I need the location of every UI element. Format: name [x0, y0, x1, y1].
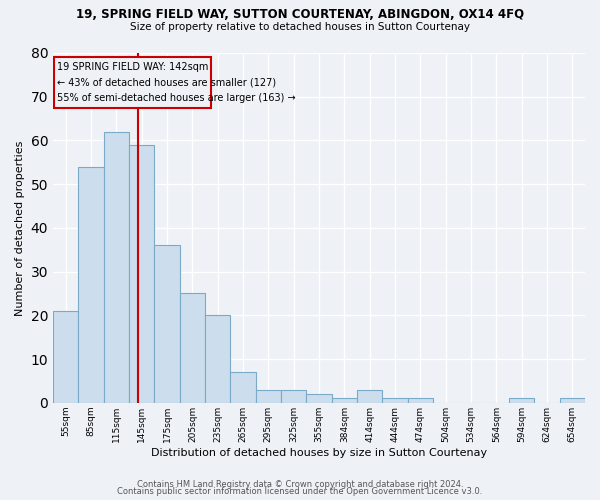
Bar — [129, 145, 154, 403]
Bar — [179, 294, 205, 403]
Bar — [332, 398, 357, 403]
Text: 19 SPRING FIELD WAY: 142sqm: 19 SPRING FIELD WAY: 142sqm — [58, 62, 209, 72]
Bar — [79, 166, 104, 403]
Bar — [104, 132, 129, 403]
Text: 19, SPRING FIELD WAY, SUTTON COURTENAY, ABINGDON, OX14 4FQ: 19, SPRING FIELD WAY, SUTTON COURTENAY, … — [76, 8, 524, 20]
Text: Contains public sector information licensed under the Open Government Licence v3: Contains public sector information licen… — [118, 487, 482, 496]
Bar — [53, 58, 211, 108]
Text: 55% of semi-detached houses are larger (163) →: 55% of semi-detached houses are larger (… — [58, 92, 296, 102]
Text: Contains HM Land Registry data © Crown copyright and database right 2024.: Contains HM Land Registry data © Crown c… — [137, 480, 463, 489]
Bar — [382, 398, 407, 403]
Bar — [205, 316, 230, 403]
X-axis label: Distribution of detached houses by size in Sutton Courtenay: Distribution of detached houses by size … — [151, 448, 487, 458]
Bar — [256, 390, 281, 403]
Bar — [560, 398, 585, 403]
Bar — [281, 390, 307, 403]
Bar — [154, 246, 179, 403]
Bar — [53, 311, 79, 403]
Bar — [509, 398, 535, 403]
Y-axis label: Number of detached properties: Number of detached properties — [15, 140, 25, 316]
Text: Size of property relative to detached houses in Sutton Courtenay: Size of property relative to detached ho… — [130, 22, 470, 32]
Text: ← 43% of detached houses are smaller (127): ← 43% of detached houses are smaller (12… — [58, 78, 277, 88]
Bar — [307, 394, 332, 403]
Bar — [407, 398, 433, 403]
Bar — [230, 372, 256, 403]
Bar — [357, 390, 382, 403]
